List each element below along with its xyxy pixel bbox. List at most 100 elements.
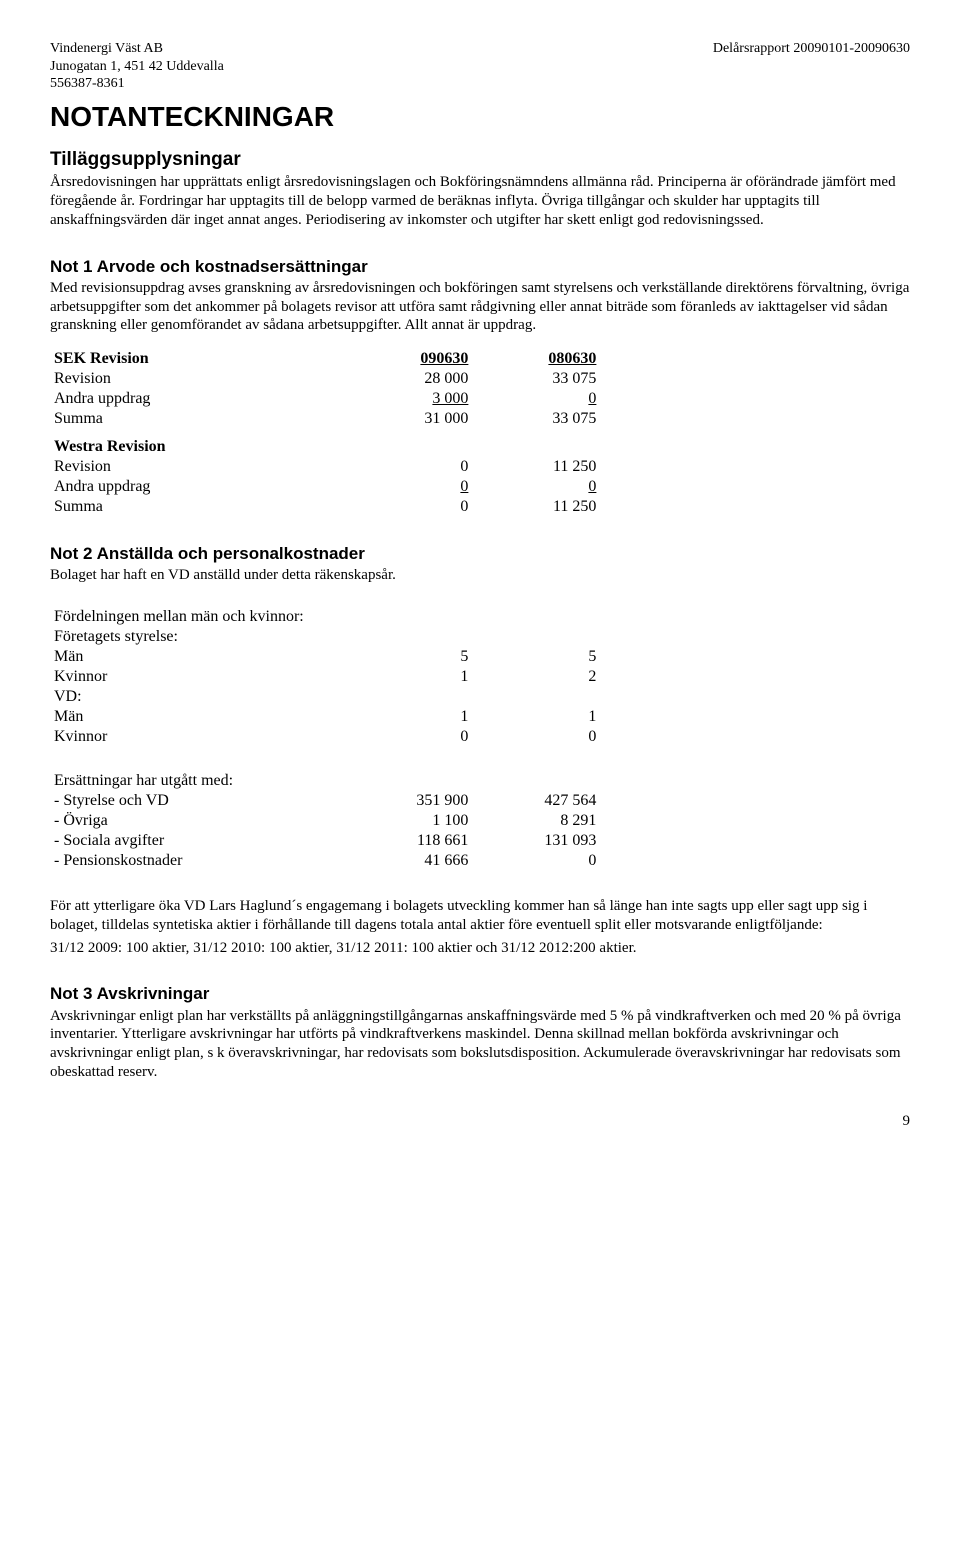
table-row: Män 1 1 [50,707,600,727]
row-val-b: 11 250 [472,497,600,517]
table-row: VD: [50,687,600,707]
empty-cell [472,627,600,647]
empty-cell [344,771,472,791]
row-label: - Övriga [50,811,344,831]
row-val-b: 11 250 [472,457,600,477]
sek-heading: SEK Revision [50,349,344,369]
table-row: Andra uppdrag 0 0 [50,477,600,497]
row-val-b: 33 075 [472,369,600,389]
table-row: Revision 28 000 33 075 [50,369,600,389]
table-row: Företagets styrelse: [50,627,600,647]
vd-heading: VD: [50,687,344,707]
note2-p2: För att ytterligare öka VD Lars Haglund´… [50,897,910,935]
supp-heading: Tilläggsupplysningar [50,148,910,172]
row-label: Summa [50,497,344,517]
note1-paragraph: Med revisionsuppdrag avses granskning av… [50,279,910,335]
row-val-a: 31 000 [344,409,472,429]
page-title: NOTANTECKNINGAR [50,99,910,134]
sek-revision-table: SEK Revision 090630 080630 Revision 28 0… [50,349,600,429]
row-label: - Pensionskostnader [50,851,344,871]
table-row: Kvinnor 0 0 [50,727,600,747]
row-val-b: 33 075 [472,409,600,429]
empty-cell [472,607,600,627]
col-b: 080630 [472,349,600,369]
supp-paragraph: Årsredovisningen har upprättats enligt å… [50,173,910,229]
styrelse-heading: Företagets styrelse: [50,627,344,647]
row-val-a: 0 [344,497,472,517]
table-row: Män 5 5 [50,647,600,667]
header-left: Vindenergi Väst AB Junogatan 1, 451 42 U… [50,40,224,93]
header-right: Delårsrapport 20090101-20090630 [713,40,910,93]
empty-cell [344,627,472,647]
row-label: Kvinnor [50,727,344,747]
empty-cell [472,771,600,791]
table-row: - Sociala avgifter 118 661 131 093 [50,831,600,851]
row-val-b: 0 [472,851,600,871]
row-val-a: 1 [344,707,472,727]
table-row: Ersättningar har utgått med: [50,771,600,791]
company-address: Junogatan 1, 451 42 Uddevalla [50,58,224,76]
row-val-b: 5 [472,647,600,667]
row-val-a: 0 [344,727,472,747]
table-row: - Styrelse och VD 351 900 427 564 [50,791,600,811]
table-row: SEK Revision 090630 080630 [50,349,600,369]
row-val-b: 131 093 [472,831,600,851]
row-val-a: 0 [344,457,472,477]
row-val-b: 1 [472,707,600,727]
empty-cell [344,437,472,457]
row-val-a: 118 661 [344,831,472,851]
spacer [50,755,910,763]
row-val-b: 2 [472,667,600,687]
row-val-a: 5 [344,647,472,667]
row-val-a: 41 666 [344,851,472,871]
row-label: - Sociala avgifter [50,831,344,851]
row-val-a: 28 000 [344,369,472,389]
row-label: - Styrelse och VD [50,791,344,811]
note2-p3: 31/12 2009: 100 aktier, 31/12 2010: 100 … [50,939,910,958]
row-label: Män [50,707,344,727]
col-a: 090630 [344,349,472,369]
gender-table: Fördelningen mellan män och kvinnor: För… [50,607,600,747]
row-label: Revision [50,457,344,477]
company-name: Vindenergi Väst AB [50,40,224,58]
empty-cell [472,437,600,457]
spacer [50,879,910,897]
note3-heading: Not 3 Avskrivningar [50,983,910,1004]
empty-cell [344,687,472,707]
spacer [50,589,910,599]
row-label: Andra uppdrag [50,477,344,497]
gender-heading: Fördelningen mellan män och kvinnor: [50,607,344,627]
ers-table: Ersättningar har utgått med: - Styrelse … [50,771,600,871]
row-label: Revision [50,369,344,389]
row-val-a: 351 900 [344,791,472,811]
table-row: Kvinnor 1 2 [50,667,600,687]
table-row: - Pensionskostnader 41 666 0 [50,851,600,871]
row-label: Kvinnor [50,667,344,687]
table-row: Fördelningen mellan män och kvinnor: [50,607,600,627]
note1-heading: Not 1 Arvode och kostnadsersättningar [50,256,910,277]
table-row: Summa 0 11 250 [50,497,600,517]
row-val-b: 427 564 [472,791,600,811]
page-number: 9 [50,1112,910,1131]
row-val-b: 0 [472,477,600,497]
row-label: Män [50,647,344,667]
row-val-a: 1 [344,667,472,687]
table-row: Andra uppdrag 3 000 0 [50,389,600,409]
table-row: Westra Revision [50,437,600,457]
note2-p1: Bolaget har haft en VD anställd under de… [50,566,910,585]
table-row: Revision 0 11 250 [50,457,600,477]
westra-heading: Westra Revision [50,437,344,457]
empty-cell [344,607,472,627]
row-val-a: 3 000 [344,389,472,409]
row-label: Andra uppdrag [50,389,344,409]
table-row: - Övriga 1 100 8 291 [50,811,600,831]
westra-revision-table: Westra Revision Revision 0 11 250 Andra … [50,437,600,517]
row-val-b: 0 [472,727,600,747]
ers-heading: Ersättningar har utgått med: [50,771,344,791]
empty-cell [472,687,600,707]
note3-p1: Avskrivningar enligt plan har verkställt… [50,1007,910,1082]
row-val-a: 1 100 [344,811,472,831]
row-val-b: 8 291 [472,811,600,831]
table-row: Summa 31 000 33 075 [50,409,600,429]
report-title: Delårsrapport 20090101-20090630 [713,40,910,58]
